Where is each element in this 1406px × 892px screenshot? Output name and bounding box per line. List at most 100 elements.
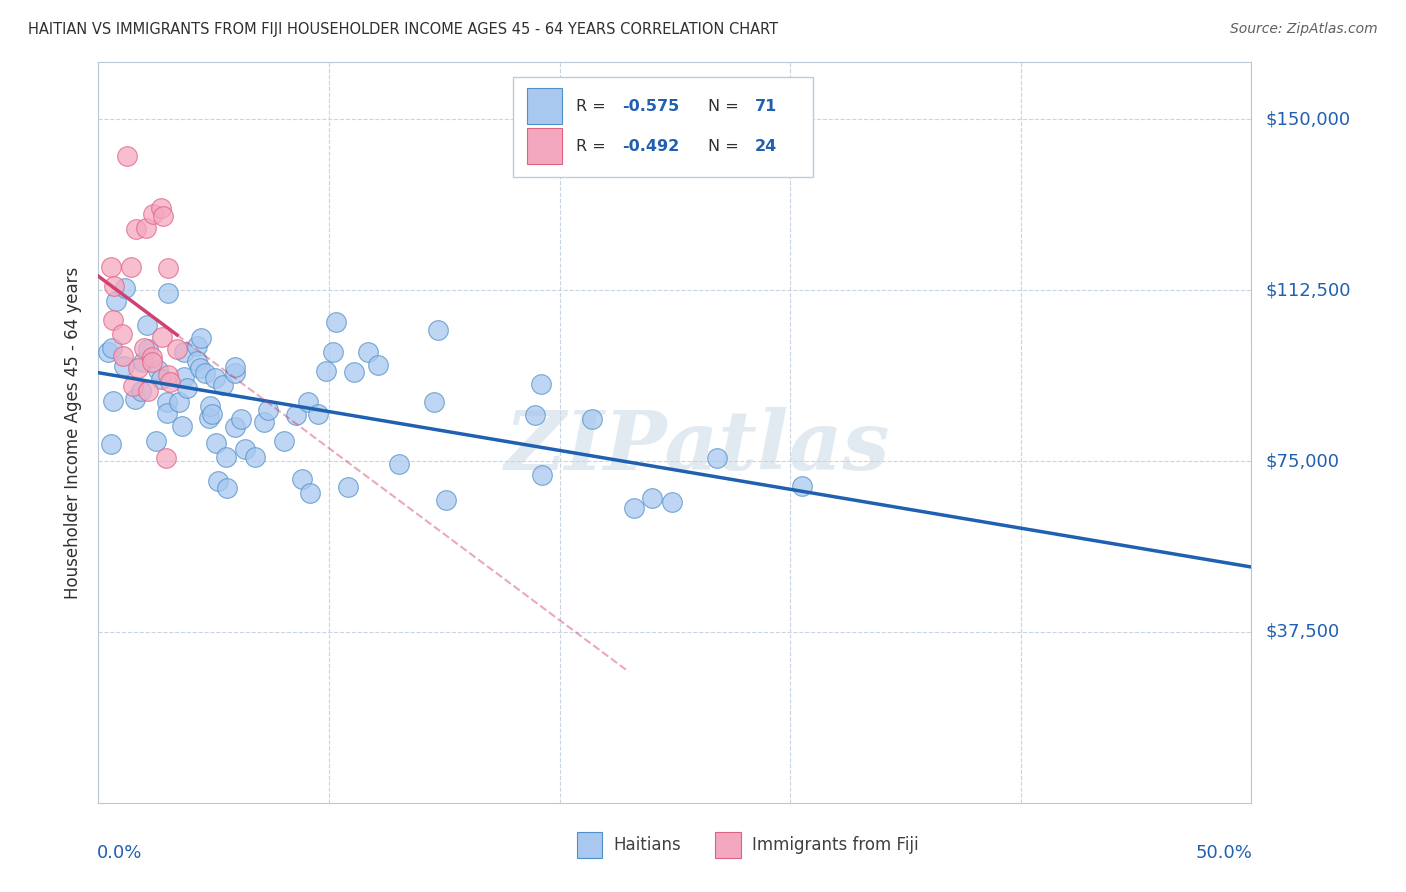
Text: $150,000: $150,000 xyxy=(1265,111,1350,128)
FancyBboxPatch shape xyxy=(716,832,741,858)
Point xyxy=(253,415,276,429)
Text: Haitians: Haitians xyxy=(614,837,682,855)
Text: HAITIAN VS IMMIGRANTS FROM FIJI HOUSEHOLDER INCOME AGES 45 - 64 YEARS CORRELATIO: HAITIAN VS IMMIGRANTS FROM FIJI HOUSEHOL… xyxy=(28,22,779,37)
Point xyxy=(101,313,124,327)
Text: 50.0%: 50.0% xyxy=(1195,844,1253,862)
Text: 24: 24 xyxy=(755,138,776,153)
Point xyxy=(530,467,553,482)
Point xyxy=(173,370,195,384)
Point xyxy=(114,281,136,295)
Point xyxy=(156,286,179,301)
Point xyxy=(152,209,174,223)
Point xyxy=(640,491,662,505)
Point xyxy=(150,329,173,343)
Point xyxy=(186,354,208,368)
Text: 71: 71 xyxy=(755,99,776,113)
Point xyxy=(125,222,148,236)
Point xyxy=(141,350,163,364)
Point xyxy=(155,406,177,420)
Point xyxy=(224,366,246,380)
Point xyxy=(325,314,347,328)
FancyBboxPatch shape xyxy=(527,88,562,124)
Point xyxy=(186,339,208,353)
Point xyxy=(201,407,224,421)
Point xyxy=(122,378,145,392)
Point xyxy=(129,384,152,398)
Text: $37,500: $37,500 xyxy=(1265,623,1340,641)
Point xyxy=(142,207,165,221)
Point xyxy=(194,366,217,380)
Point xyxy=(427,323,450,337)
Point xyxy=(132,341,155,355)
Point xyxy=(299,486,322,500)
Point xyxy=(141,355,163,369)
Point xyxy=(100,437,122,451)
Point xyxy=(423,395,446,409)
Point xyxy=(212,378,235,392)
Point xyxy=(135,318,157,332)
Text: R =: R = xyxy=(575,138,610,153)
Point xyxy=(135,221,157,235)
Point xyxy=(115,148,138,162)
Point xyxy=(204,371,226,385)
Point xyxy=(112,359,135,374)
Point xyxy=(190,331,212,345)
Point xyxy=(188,360,211,375)
Point xyxy=(524,408,547,422)
Point xyxy=(215,450,238,465)
Point xyxy=(176,381,198,395)
Text: N =: N = xyxy=(709,138,744,153)
Point xyxy=(357,345,380,359)
Text: ZIPatlas: ZIPatlas xyxy=(505,408,890,487)
Text: Source: ZipAtlas.com: Source: ZipAtlas.com xyxy=(1230,22,1378,37)
Point xyxy=(97,345,120,359)
Point xyxy=(307,408,329,422)
Text: 0.0%: 0.0% xyxy=(97,844,142,862)
Point xyxy=(661,494,683,508)
Point xyxy=(215,481,238,495)
Point xyxy=(245,450,267,464)
Point xyxy=(100,260,122,274)
Point xyxy=(105,294,128,309)
Point xyxy=(256,403,278,417)
Point xyxy=(343,366,366,380)
Point xyxy=(157,260,180,275)
FancyBboxPatch shape xyxy=(513,78,813,178)
Point xyxy=(233,442,256,457)
Text: N =: N = xyxy=(709,99,744,113)
Point xyxy=(229,412,252,426)
Point xyxy=(155,450,177,465)
Point xyxy=(581,412,603,426)
Point xyxy=(336,480,359,494)
Point xyxy=(167,395,190,409)
Point xyxy=(173,344,195,359)
Text: -0.575: -0.575 xyxy=(621,99,679,113)
Point xyxy=(315,364,337,378)
FancyBboxPatch shape xyxy=(527,128,562,164)
Point xyxy=(156,368,179,382)
Text: $75,000: $75,000 xyxy=(1265,452,1340,470)
Point xyxy=(436,493,458,508)
Point xyxy=(172,418,194,433)
Point xyxy=(285,409,308,423)
Point xyxy=(792,479,814,493)
Point xyxy=(101,341,124,355)
Point xyxy=(297,395,319,409)
Point xyxy=(145,434,167,448)
Point xyxy=(530,377,553,392)
Point xyxy=(127,361,149,376)
Point xyxy=(159,376,181,390)
Point xyxy=(166,342,188,356)
Point xyxy=(207,474,229,488)
Point xyxy=(224,420,246,434)
Point xyxy=(273,434,295,448)
Point xyxy=(706,451,728,466)
Point xyxy=(198,399,221,413)
Point xyxy=(136,343,159,357)
Text: -0.492: -0.492 xyxy=(621,138,679,153)
Point xyxy=(136,384,159,398)
Text: Immigrants from Fiji: Immigrants from Fiji xyxy=(752,837,918,855)
Text: $112,500: $112,500 xyxy=(1265,281,1351,299)
Text: R =: R = xyxy=(575,99,610,113)
Point xyxy=(198,411,221,425)
